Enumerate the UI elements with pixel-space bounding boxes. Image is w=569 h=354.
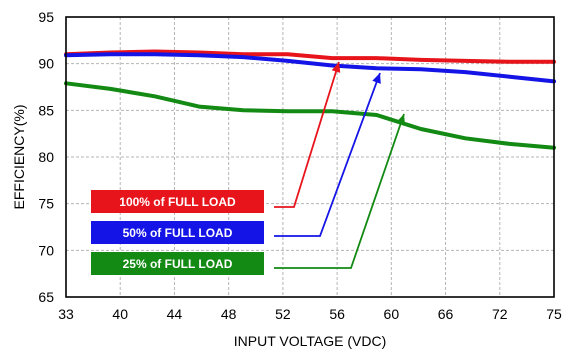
y-tick-label: 85	[38, 102, 54, 118]
x-tick-label: 75	[546, 306, 562, 322]
x-tick-labels: 33 40 44 48 52 56 60 66 72 75	[58, 306, 562, 322]
x-tick-label: 40	[112, 306, 128, 322]
x-tick-label: 60	[384, 306, 400, 322]
series-line-50-of-full-load	[64, 52, 556, 84]
x-tick-label: 33	[58, 306, 74, 322]
legend-arrowhead	[396, 114, 405, 125]
x-tick-label: 56	[329, 306, 345, 322]
y-tick-label: 70	[38, 242, 54, 258]
legend-label: 100% of FULL LOAD	[119, 195, 236, 209]
legend-leader-line	[274, 113, 405, 269]
legend-swatch	[91, 252, 264, 275]
plot-frame	[65, 16, 555, 298]
x-tick-label: 66	[438, 306, 454, 322]
legend-leader-line	[274, 72, 381, 237]
legend-item-100-of-full-load: 100% of FULL LOAD	[91, 61, 341, 213]
x-tick-label: 48	[221, 306, 237, 322]
x-axis-title: INPUT VOLTAGE (VDC)	[234, 333, 386, 349]
x-tick-label: 52	[275, 306, 291, 322]
vertical-gridlines	[119, 17, 501, 297]
legend-item-25-of-full-load: 25% of FULL LOAD	[91, 113, 405, 275]
x-tick-label: 72	[492, 306, 508, 322]
series-line-100-of-full-load	[64, 49, 556, 64]
legend-swatch	[91, 221, 264, 244]
legend-leader-line	[274, 61, 340, 208]
y-axis-title: EFFICIENCY(%)	[11, 105, 27, 210]
legend-swatch	[91, 190, 264, 213]
legend: 100% of FULL LOAD 50% of FULL LOAD 25% of …	[91, 61, 405, 275]
y-tick-labels: 65 70 75 80 85 90 95	[38, 9, 54, 305]
y-tick-label: 95	[38, 9, 54, 25]
legend-item-50-of-full-load: 50% of FULL LOAD	[91, 72, 381, 244]
x-tick-label: 44	[167, 306, 183, 322]
legend-arrowhead	[331, 62, 341, 73]
legend-label: 50% of FULL LOAD	[123, 226, 233, 240]
y-tick-label: 80	[38, 149, 54, 165]
y-tick-label: 90	[38, 56, 54, 72]
series-lines	[64, 49, 556, 150]
legend-arrowhead	[372, 73, 381, 84]
y-tick-label: 75	[38, 196, 54, 212]
series-line-25-of-full-load	[64, 81, 556, 150]
legend-label: 25% of FULL LOAD	[123, 257, 233, 271]
y-tick-label: 65	[38, 289, 54, 305]
